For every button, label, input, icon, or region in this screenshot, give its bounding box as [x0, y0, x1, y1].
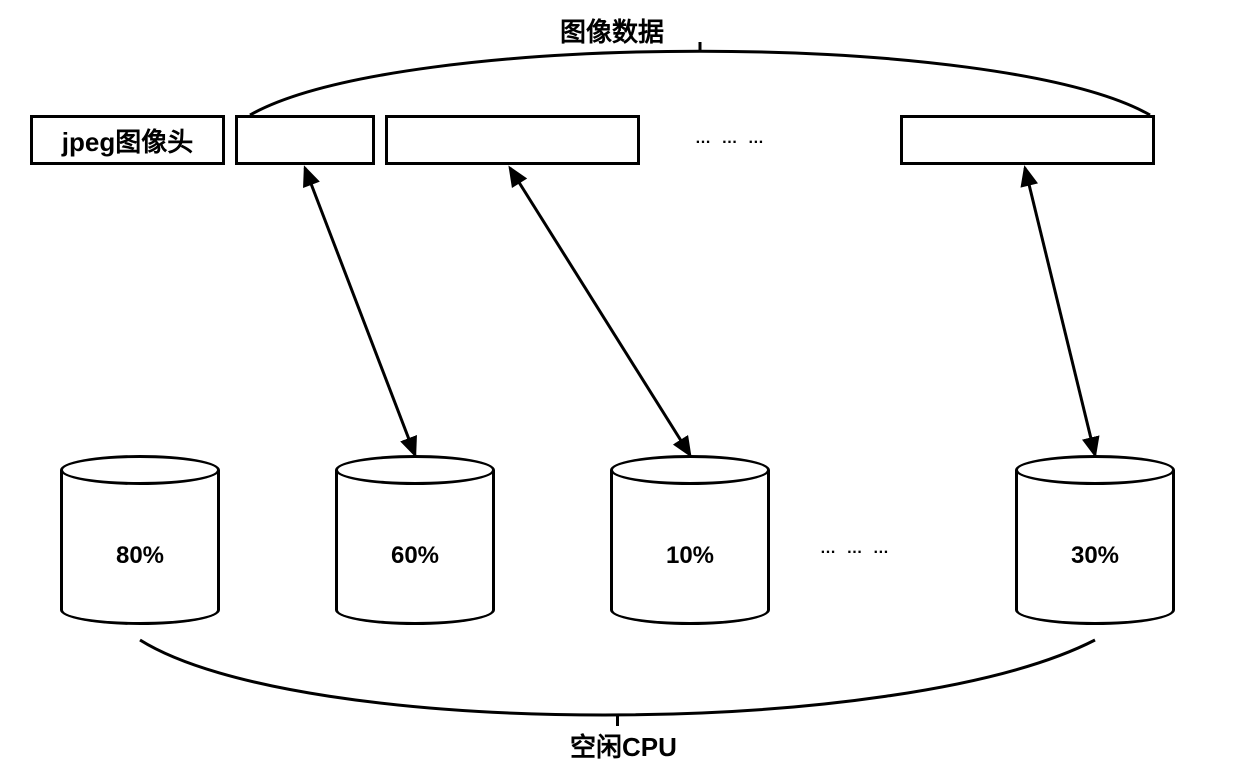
data-block-1: [235, 115, 375, 165]
bottom-brace-curve: [140, 640, 1095, 715]
cpu-value-2: 10%: [613, 542, 767, 570]
cpu-cylinder-1: 60%: [335, 470, 495, 625]
arrow-0: [305, 168, 415, 455]
cpu-value-3: 30%: [1018, 542, 1172, 570]
cpu-cylinder-0: 80%: [60, 470, 220, 625]
ellipsis-top: … … …: [695, 130, 767, 148]
arrow-1: [510, 168, 690, 455]
top-label: 图像数据: [560, 12, 664, 49]
cpu-value-0: 80%: [63, 542, 217, 570]
cpu-cylinder-2: 10%: [610, 470, 770, 625]
cpu-value-1: 60%: [338, 542, 492, 570]
bottom-label: 空闲CPU: [570, 727, 677, 764]
arrow-2: [1025, 168, 1095, 455]
data-block-2: [385, 115, 640, 165]
jpeg-header-box: jpeg图像头: [30, 115, 225, 165]
cpu-cylinder-3: 30%: [1015, 470, 1175, 625]
data-block-3: [900, 115, 1155, 165]
top-brace-curve: [250, 51, 1150, 115]
ellipsis-bottom: … … …: [820, 540, 892, 558]
